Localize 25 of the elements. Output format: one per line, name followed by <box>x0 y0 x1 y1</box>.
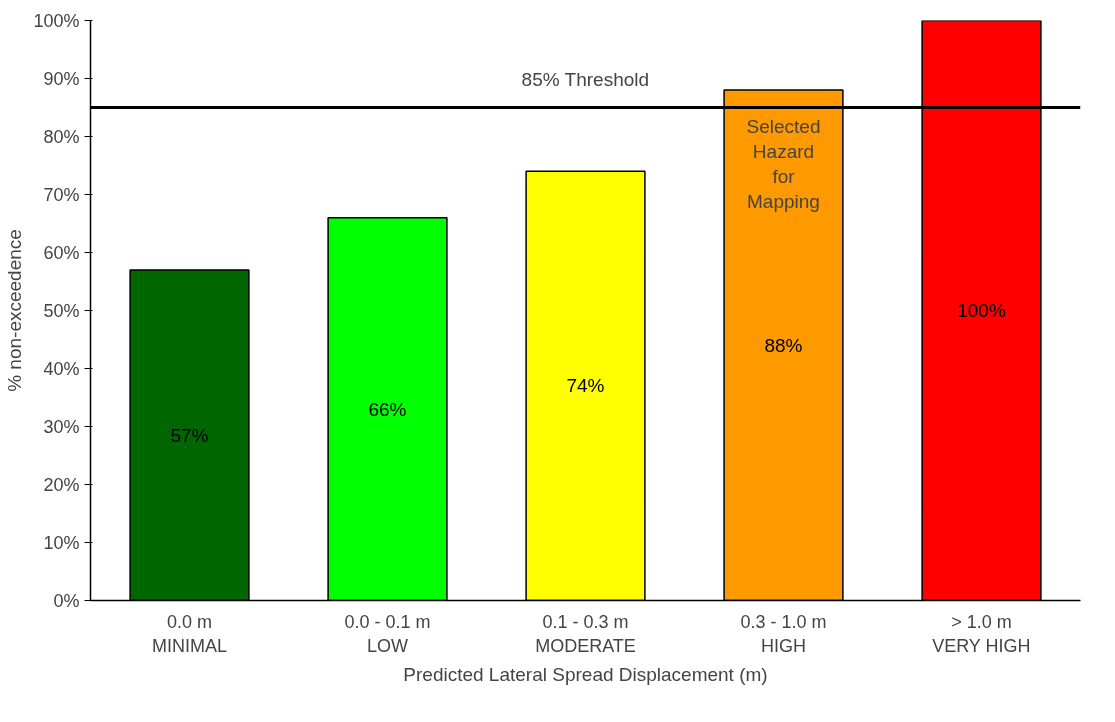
annotation: Selected Hazard for Mapping <box>746 115 821 213</box>
y-axis-title: % non-exceedence <box>4 229 26 392</box>
y-tick-label: 50% <box>43 300 80 321</box>
y-tick-label: 10% <box>43 532 80 553</box>
data-label: 88% <box>764 334 803 356</box>
y-tick-label: 80% <box>43 126 80 147</box>
x-tick-label: 0.3 - 1.0 m HIGH <box>740 611 827 656</box>
data-label: 57% <box>170 424 209 446</box>
x-tick-label: > 1.0 m VERY HIGH <box>932 611 1031 656</box>
x-tick-label: 0.1 - 0.3 m MODERATE <box>535 611 636 656</box>
data-label: 74% <box>566 375 605 397</box>
y-tick-label: 30% <box>43 416 80 437</box>
y-tick-label: 60% <box>43 242 80 263</box>
data-label: 66% <box>368 398 407 420</box>
ref-line-label: 85% Threshold <box>521 68 650 90</box>
x-axis-title: Predicted Lateral Spread Displacement (m) <box>403 663 768 685</box>
y-tick-label: 0% <box>53 590 80 611</box>
data-label: 100% <box>957 300 1006 321</box>
y-tick-label: 100% <box>33 10 80 31</box>
y-tick-label: 90% <box>43 68 80 89</box>
y-tick-label: 20% <box>43 474 80 495</box>
y-tick-label: 70% <box>43 184 80 205</box>
x-tick-label: 0.0 - 0.1 m LOW <box>344 611 431 656</box>
y-tick-label: 40% <box>43 358 80 379</box>
x-tick-label: 0.0 m MINIMAL <box>152 611 228 656</box>
